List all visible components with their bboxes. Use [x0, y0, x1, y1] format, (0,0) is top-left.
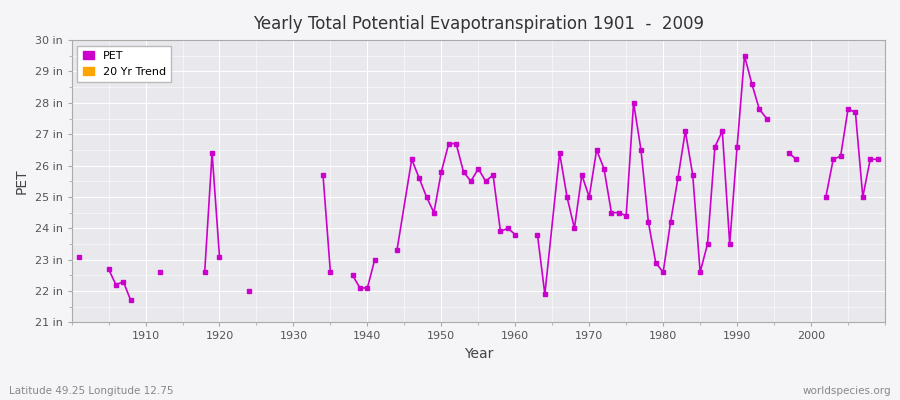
X-axis label: Year: Year	[464, 347, 493, 361]
Legend: PET, 20 Yr Trend: PET, 20 Yr Trend	[77, 46, 171, 82]
Y-axis label: PET: PET	[15, 168, 29, 194]
Text: worldspecies.org: worldspecies.org	[803, 386, 891, 396]
Title: Yearly Total Potential Evapotranspiration 1901  -  2009: Yearly Total Potential Evapotranspiratio…	[253, 15, 704, 33]
Text: Latitude 49.25 Longitude 12.75: Latitude 49.25 Longitude 12.75	[9, 386, 174, 396]
